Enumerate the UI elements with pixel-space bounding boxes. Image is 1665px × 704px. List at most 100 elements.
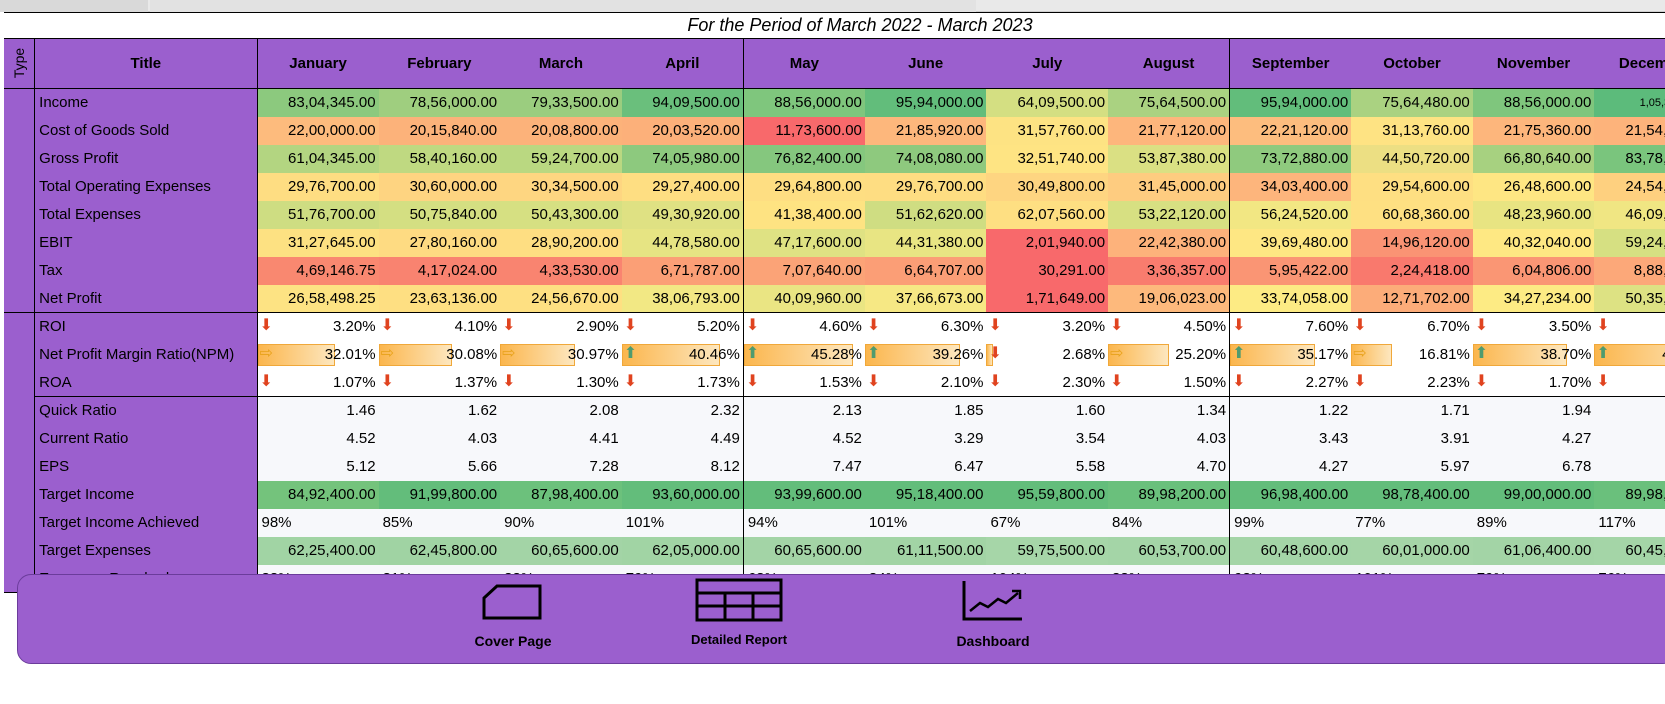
value-cell[interactable]: 51,76,700.00 <box>257 200 379 229</box>
value-cell[interactable]: 47,17,600.00 <box>742 228 865 257</box>
value-cell[interactable]: 2.32 <box>621 396 744 425</box>
ratio-cell[interactable]: ⬇ 1.53% <box>742 368 865 397</box>
percent-cell[interactable]: 117% <box>1594 508 1665 537</box>
value-cell[interactable]: 99,00,000.00 <box>1472 480 1595 509</box>
ratio-cell[interactable]: ⬇ 6.30% <box>864 312 987 341</box>
value-cell[interactable]: 30,34,500.00 <box>500 172 622 201</box>
ratio-cell[interactable]: ⬇ 3.50% <box>1472 312 1595 341</box>
value-cell[interactable]: 7.47 <box>742 452 865 481</box>
value-cell[interactable]: 3.43 <box>1229 424 1352 453</box>
value-cell[interactable]: 51,62,620.00 <box>864 200 987 229</box>
value-cell[interactable]: 61,11,500.00 <box>864 536 987 565</box>
value-cell[interactable]: 5.12 <box>257 452 379 481</box>
percent-cell[interactable]: 84% <box>1108 508 1230 537</box>
row-title[interactable]: Net Profit Margin Ratio(NPM) <box>34 340 258 369</box>
value-cell[interactable]: 11,73,600.00 <box>742 116 865 145</box>
percent-cell[interactable]: 101% <box>621 508 744 537</box>
value-cell[interactable]: 3.29 <box>864 424 987 453</box>
value-cell[interactable]: 59,75,500.00 <box>986 536 1109 565</box>
ratio-cell[interactable]: ⬆ 39.26% <box>864 340 987 369</box>
value-cell[interactable]: 56,24,520.00 <box>1229 200 1352 229</box>
ratio-cell[interactable]: ⬇ 4.10% <box>378 312 501 341</box>
value-cell[interactable]: 48,23,960.00 <box>1472 200 1595 229</box>
value-cell[interactable]: 20,03,520.00 <box>621 116 744 145</box>
row-title[interactable]: Total Expenses <box>34 200 258 229</box>
value-cell[interactable]: 31,13,760.00 <box>1351 116 1473 145</box>
value-cell[interactable]: 87,98,400.00 <box>500 480 622 509</box>
value-cell[interactable]: 49,30,920.00 <box>621 200 744 229</box>
value-cell[interactable]: 29,76,700.00 <box>864 172 987 201</box>
value-cell[interactable]: 60,68,360.00 <box>1351 200 1473 229</box>
value-cell[interactable]: 3.54 <box>986 424 1109 453</box>
value-cell[interactable]: 98,78,400.00 <box>1351 480 1473 509</box>
value-cell[interactable]: 4,69,146.75 <box>257 256 379 285</box>
value-cell[interactable]: 4.52 <box>742 424 865 453</box>
value-cell[interactable]: 95,94,000.00 <box>1229 88 1352 117</box>
percent-cell[interactable]: 77% <box>1351 508 1473 537</box>
ratio-cell[interactable]: ⬇ 1.70% <box>1472 368 1595 397</box>
value-cell[interactable]: 84,92,400.00 <box>257 480 379 509</box>
value-cell[interactable]: 2,01,940.00 <box>986 228 1109 257</box>
value-cell[interactable]: 41,38,400.00 <box>742 200 865 229</box>
value-cell[interactable]: 58,40,160.00 <box>378 144 501 173</box>
value-cell[interactable]: 23,63,136.00 <box>378 284 501 313</box>
value-cell[interactable]: 26,58,498.25 <box>257 284 379 313</box>
value-cell[interactable]: 4.52 <box>257 424 379 453</box>
ratio-cell[interactable]: ⇨ 30.08% <box>378 340 501 369</box>
value-cell[interactable]: 60,65,600.00 <box>742 536 865 565</box>
value-cell[interactable]: 74,05,980.00 <box>621 144 744 173</box>
ratio-cell[interactable]: ⬇ 2.27% <box>1229 368 1352 397</box>
value-cell[interactable]: 4.41 <box>500 424 622 453</box>
value-cell[interactable]: 91,99,800.00 <box>378 480 501 509</box>
value-cell[interactable]: 27,80,160.00 <box>378 228 501 257</box>
value-cell[interactable]: 89,98,200.00 <box>1594 480 1665 509</box>
value-cell[interactable]: 6,71,787.00 <box>621 256 744 285</box>
value-cell[interactable]: 29,27,400.00 <box>621 172 744 201</box>
value-cell[interactable]: 62,07,560.00 <box>986 200 1109 229</box>
value-cell[interactable]: 20,08,800.00 <box>500 116 622 145</box>
value-cell[interactable]: 6,64,707.00 <box>864 256 987 285</box>
row-title[interactable]: Current Ratio <box>34 424 258 453</box>
value-cell[interactable]: 22,21,120.00 <box>1229 116 1352 145</box>
value-cell[interactable]: 40,09,960.00 <box>742 284 865 313</box>
percent-cell[interactable]: 98% <box>257 508 379 537</box>
value-cell[interactable]: 2.08 <box>500 396 622 425</box>
value-cell[interactable]: 5.66 <box>378 452 501 481</box>
value-cell[interactable]: 83,78,885.00 <box>1594 144 1665 173</box>
value-cell[interactable]: 62,05,000.00 <box>621 536 744 565</box>
percent-cell[interactable]: 99% <box>1229 508 1352 537</box>
value-cell[interactable]: 44,78,580.00 <box>621 228 744 257</box>
value-cell[interactable]: 30,60,000.00 <box>378 172 501 201</box>
value-cell[interactable]: 30,291.00 <box>986 256 1109 285</box>
percent-cell[interactable]: 89% <box>1472 508 1595 537</box>
value-cell[interactable]: 1.46 <box>1594 396 1665 425</box>
value-cell[interactable]: 5.12 <box>1594 452 1665 481</box>
ratio-cell[interactable]: ⬇ 2.30% <box>986 368 1109 397</box>
ratio-cell[interactable]: ⬆ 38.70% <box>1472 340 1595 369</box>
percent-cell[interactable]: 67% <box>986 508 1109 537</box>
ratio-cell[interactable]: ⬆ 35.17% <box>1229 340 1352 369</box>
row-title[interactable]: Target Income Achieved <box>34 508 258 537</box>
value-cell[interactable]: 1.60 <box>986 396 1109 425</box>
value-cell[interactable]: 3.91 <box>1351 424 1473 453</box>
value-cell[interactable]: 44,31,380.00 <box>864 228 987 257</box>
value-cell[interactable]: 28,90,200.00 <box>500 228 622 257</box>
value-cell[interactable]: 21,54,240.00 <box>1594 116 1665 145</box>
value-cell[interactable]: 32,51,740.00 <box>986 144 1109 173</box>
value-cell[interactable]: 95,18,400.00 <box>864 480 987 509</box>
value-cell[interactable]: 73,72,880.00 <box>1229 144 1352 173</box>
row-title[interactable]: Net Profit <box>34 284 258 313</box>
value-cell[interactable]: 31,27,645.00 <box>257 228 379 257</box>
value-cell[interactable]: 93,60,000.00 <box>621 480 744 509</box>
row-title[interactable]: EBIT <box>34 228 258 257</box>
percent-cell[interactable]: 101% <box>864 508 987 537</box>
value-cell[interactable]: 75,64,480.00 <box>1351 88 1473 117</box>
ratio-cell[interactable]: ⬇ 2.10% <box>864 368 987 397</box>
ratio-cell[interactable]: ⬇ 1.73% <box>621 368 744 397</box>
ratio-cell[interactable]: ⬇ 1.07% <box>257 368 379 397</box>
row-title[interactable]: Total Operating Expenses <box>34 172 258 201</box>
ratio-cell[interactable]: ⬇ 2.90% <box>500 312 622 341</box>
value-cell[interactable]: 19,06,023.00 <box>1108 284 1230 313</box>
ratio-cell[interactable]: ⇨ 16.81% <box>1351 340 1473 369</box>
value-cell[interactable]: 8.12 <box>621 452 744 481</box>
